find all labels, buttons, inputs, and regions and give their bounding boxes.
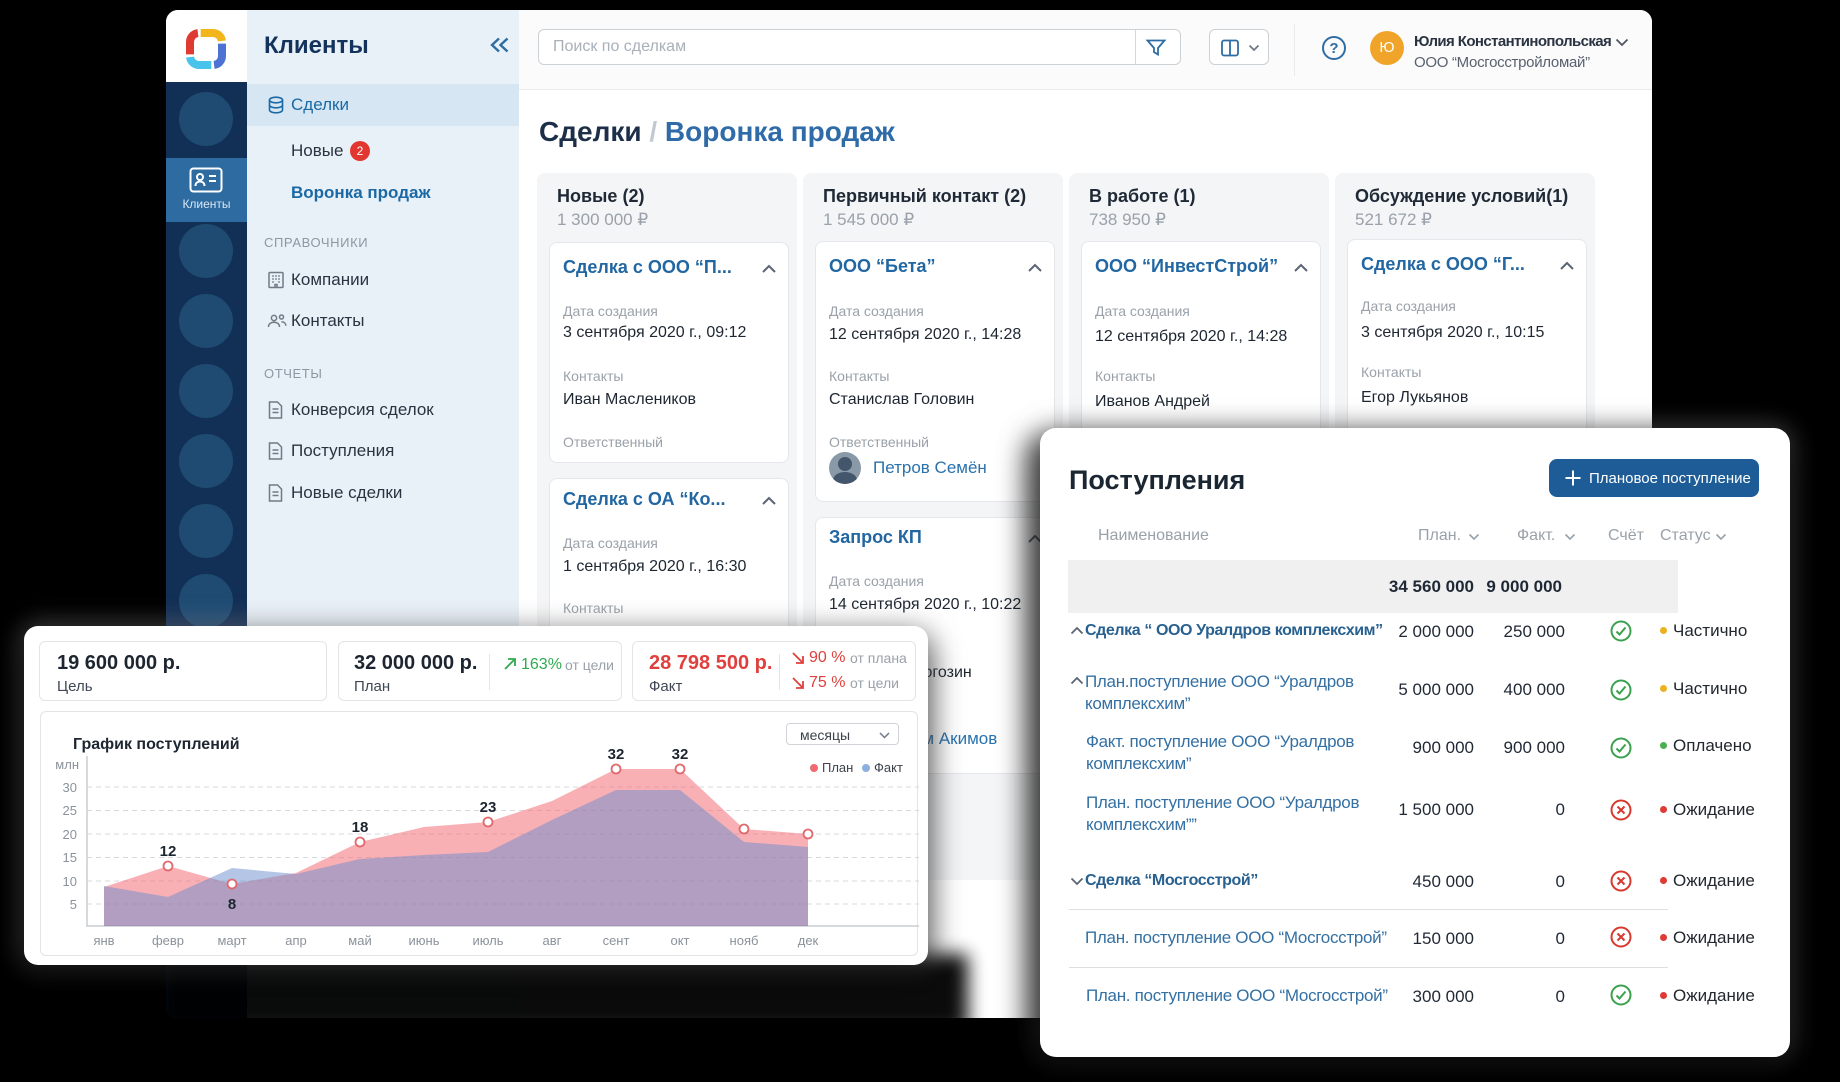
svg-text:апр: апр (285, 933, 307, 948)
svg-text:июль: июль (472, 933, 503, 948)
svg-text:май: май (348, 933, 371, 948)
svg-text:сент: сент (603, 933, 630, 948)
svg-text:млн: млн (55, 757, 79, 772)
svg-text:июнь: июнь (409, 933, 440, 948)
svg-text:32: 32 (672, 746, 689, 763)
svg-text:30: 30 (63, 780, 77, 795)
svg-text:окт: окт (670, 933, 689, 948)
svg-text:март: март (217, 933, 246, 948)
svg-text:15: 15 (63, 850, 77, 865)
svg-text:23: 23 (480, 799, 497, 816)
svg-text:янв: янв (93, 933, 114, 948)
svg-text:32: 32 (608, 746, 625, 763)
svg-text:12: 12 (160, 843, 177, 860)
svg-text:10: 10 (63, 874, 77, 889)
svg-text:8: 8 (228, 896, 236, 913)
svg-text:18: 18 (352, 819, 369, 836)
svg-text:нояб: нояб (730, 933, 759, 948)
svg-text:25: 25 (63, 803, 77, 818)
svg-text:5: 5 (70, 897, 77, 912)
svg-text:авг: авг (543, 933, 562, 948)
svg-text:февр: февр (152, 933, 184, 948)
svg-text:20: 20 (63, 827, 77, 842)
svg-text:дек: дек (798, 933, 819, 948)
